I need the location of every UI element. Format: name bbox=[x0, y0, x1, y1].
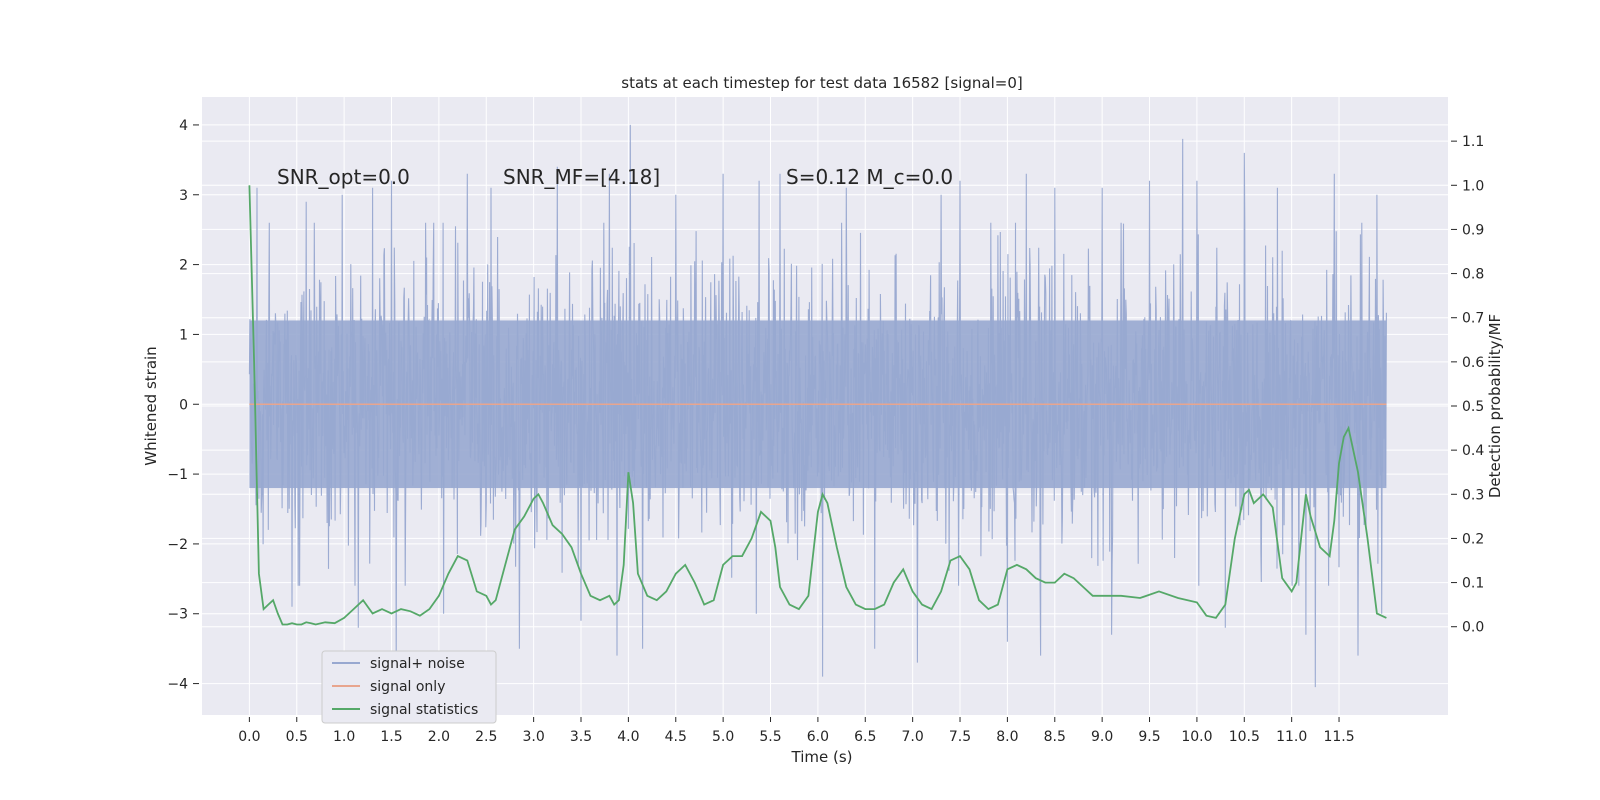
signal-statistics-line bbox=[248, 185, 1387, 626]
legend-label-signal-noise: signal+ noise bbox=[370, 656, 465, 672]
y-left-tick-label: 3 bbox=[179, 188, 188, 204]
x-tick-label: 1.0 bbox=[333, 729, 355, 745]
y-left-tick-label: −4 bbox=[167, 677, 188, 693]
x-tick-label: 2.5 bbox=[475, 729, 497, 745]
x-tick-label: 5.0 bbox=[712, 729, 734, 745]
y-right-tick-label: 0.7 bbox=[1462, 311, 1484, 327]
x-tick-label: 11.5 bbox=[1323, 729, 1354, 745]
y-right-tick-label: 0.0 bbox=[1462, 620, 1484, 636]
annotations: SNR_opt=0.0 SNR_MF=[4.18] S=0.12 M_c=0.0 bbox=[277, 165, 953, 189]
annotation-snr-mf: SNR_MF=[4.18] bbox=[503, 165, 660, 189]
y-left-tick-label: −1 bbox=[167, 467, 188, 483]
x-tick-label: 8.0 bbox=[996, 729, 1018, 745]
y-right-tick-label: 0.8 bbox=[1462, 267, 1484, 283]
y-right-tick-label: 1.1 bbox=[1462, 134, 1484, 150]
x-tick-label: 3.5 bbox=[570, 729, 592, 745]
legend-box bbox=[321, 650, 497, 724]
y-left-tick-label: −3 bbox=[167, 607, 188, 623]
x-tick-label: 5.5 bbox=[759, 729, 781, 745]
x-tick-label: 0.0 bbox=[238, 729, 260, 745]
x-tick-label: 7.0 bbox=[902, 729, 924, 745]
x-tick-label: 2.0 bbox=[428, 729, 450, 745]
x-tick-label: 3.0 bbox=[523, 729, 545, 745]
x-tick-label: 7.5 bbox=[949, 729, 971, 745]
y-right-tick-label: 0.2 bbox=[1462, 531, 1484, 547]
y-left-axis-ticks: −4 −3 −2 −1 0 1 2 3 4 bbox=[167, 118, 199, 693]
y-left-tick-label: 1 bbox=[179, 327, 188, 343]
y-right-tick-label: 0.5 bbox=[1462, 399, 1484, 415]
y-left-tick-label: −2 bbox=[167, 537, 188, 553]
x-tick-label: 11.0 bbox=[1276, 729, 1307, 745]
x-tick-label: 0.5 bbox=[286, 729, 308, 745]
y-right-tick-label: 1.0 bbox=[1462, 178, 1484, 194]
y-right-axis-ticks: 0.0 0.1 0.2 0.3 0.4 0.5 0.6 0.7 0.8 0.9 1.0 1.1 bbox=[1451, 134, 1484, 636]
annotation-snr-opt: SNR_opt=0.0 bbox=[277, 165, 410, 189]
x-tick-label: 1.5 bbox=[380, 729, 402, 745]
x-tick-label: 6.0 bbox=[807, 729, 829, 745]
y-left-axis-label: Whitened strain bbox=[142, 346, 160, 465]
x-axis-label: Time (s) bbox=[791, 748, 853, 766]
chart-title: stats at each timestep for test data 165… bbox=[621, 74, 1022, 92]
x-tick-label: 8.5 bbox=[1044, 729, 1066, 745]
x-tick-label: 4.5 bbox=[665, 729, 687, 745]
x-axis-ticks: 0.0 0.5 1.0 1.5 2.0 2.5 3.0 3.5 4.0 4.5 5.0 5.5 6.0 6… bbox=[238, 717, 1355, 745]
x-tick-label: 10.5 bbox=[1229, 729, 1260, 745]
y-right-axis-label: Detection probability/MF bbox=[1486, 314, 1504, 498]
y-left-tick-label: 4 bbox=[179, 118, 188, 134]
y-right-tick-label: 0.9 bbox=[1462, 222, 1484, 238]
annotation-s-mc: S=0.12 M_c=0.0 bbox=[786, 165, 953, 189]
y-left-tick-label: 0 bbox=[179, 397, 188, 413]
x-tick-label: 10.0 bbox=[1181, 729, 1212, 745]
legend-label-signal-only: signal only bbox=[370, 679, 445, 695]
legend: signal+ noise signal only signal statist… bbox=[321, 650, 497, 724]
x-tick-label: 4.0 bbox=[617, 729, 639, 745]
y-right-tick-label: 0.3 bbox=[1462, 487, 1484, 503]
y-left-tick-label: 2 bbox=[179, 258, 188, 274]
y-right-tick-label: 0.1 bbox=[1462, 576, 1484, 592]
x-tick-label: 6.5 bbox=[854, 729, 876, 745]
y-right-tick-label: 0.4 bbox=[1462, 443, 1484, 459]
legend-label-signal-statistics: signal statistics bbox=[370, 702, 478, 718]
x-tick-label: 9.0 bbox=[1091, 729, 1113, 745]
series-signal-statistics bbox=[248, 185, 1387, 626]
y-right-tick-label: 0.6 bbox=[1462, 355, 1484, 371]
x-tick-label: 9.5 bbox=[1138, 729, 1160, 745]
